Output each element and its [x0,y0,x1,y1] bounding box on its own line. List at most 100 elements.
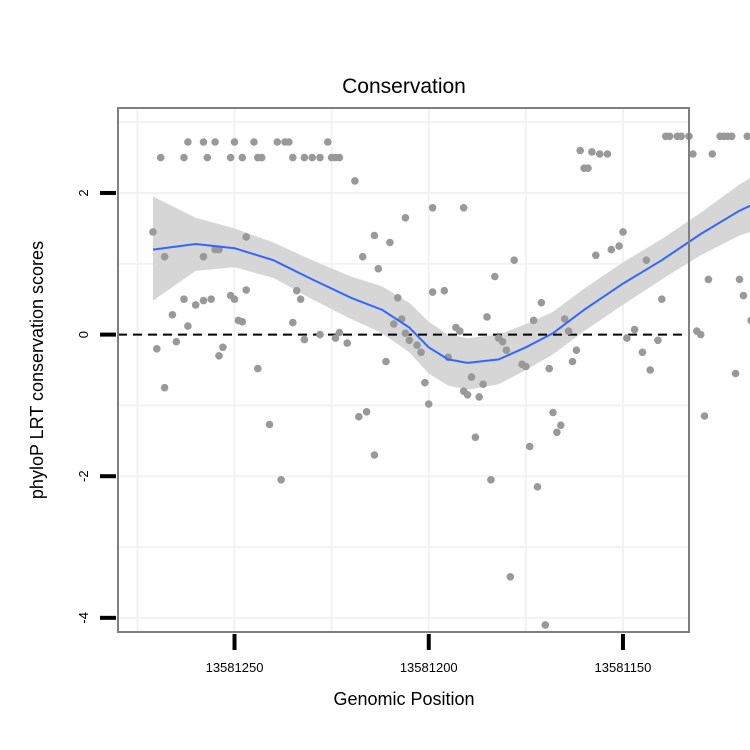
data-point [219,343,227,352]
data-point [731,369,740,378]
data-point [180,153,188,162]
data-point [560,315,569,323]
data-point [588,148,596,156]
data-point [510,256,518,265]
data-point [382,357,390,366]
data-point [370,451,379,459]
data-point [238,153,247,162]
data-point [250,138,258,146]
confidence-band [153,178,750,390]
data-point [226,153,235,162]
data-point [168,311,177,319]
data-point [529,316,538,325]
data-point [215,352,223,360]
x-axis-title: Genomic Position [333,689,474,709]
data-point [735,275,744,284]
data-point [696,330,705,339]
data-point [424,400,433,408]
data-point [390,320,398,328]
data-point [292,286,301,295]
data-point [704,275,713,284]
y-tick-label: -4 [76,612,91,624]
data-point [230,138,239,146]
data-point [277,476,285,484]
data-point [300,335,309,344]
data-point [623,334,631,342]
data-point [316,153,324,162]
data-point [324,138,332,146]
data-point [393,294,402,302]
data-point [370,231,379,240]
data-point [296,295,305,304]
data-point [603,150,612,158]
data-point [440,286,449,295]
data-point [506,573,515,581]
data-point [351,177,359,185]
data-point [545,364,553,373]
data-point [253,364,262,373]
data-points [149,132,750,629]
data-point [572,346,581,355]
data-point [184,138,192,146]
data-point [533,483,542,491]
data-point [149,228,157,236]
data-point [630,325,639,334]
data-point [211,138,219,146]
data-point [358,252,367,261]
data-point [522,362,530,371]
y-tick-label: 2 [76,189,91,196]
data-point [708,150,717,158]
data-point [308,153,317,162]
data-point [456,327,464,335]
smooth-trend-line [152,204,750,364]
data-point [335,328,344,337]
data-point [401,214,410,222]
y-axis-title: phyloP LRT conservation scores [27,241,47,499]
data-point [479,380,487,389]
data-point [428,204,437,212]
data-point [172,337,181,346]
data-point [401,329,410,338]
data-point [160,383,169,392]
data-point [331,334,340,342]
data-point [537,298,546,307]
data-point [541,621,550,629]
y-axis: 2 0 -2 -4 [76,189,116,624]
data-point [739,291,748,300]
data-point [483,313,491,321]
data-point [428,288,437,296]
data-point [638,348,647,357]
data-point [417,348,425,357]
data-point [475,393,484,401]
data-point [374,264,383,273]
data-point [289,318,297,327]
data-point [502,346,511,355]
data-point [180,295,188,304]
data-point [362,408,371,416]
data-point [273,138,282,146]
data-point [743,132,750,141]
data-point [700,412,709,420]
data-point [747,316,750,325]
x-tick-label: 13581150 [595,660,652,675]
data-point [207,295,215,304]
data-point [568,357,577,366]
data-point [665,132,674,141]
data-point [199,138,208,146]
data-point [316,330,324,339]
data-point [498,337,507,346]
data-point [592,251,600,260]
chart-title: Conservation [342,75,466,98]
data-point [156,153,165,162]
data-point [467,373,476,381]
data-point [564,327,573,335]
data-point [576,146,584,155]
x-tick-label: 13581250 [206,660,264,675]
data-point [421,378,429,387]
data-point [386,238,394,247]
data-point [238,318,247,326]
x-tick-label: 13581200 [400,660,458,675]
data-point [191,301,200,309]
data-point [265,420,274,429]
